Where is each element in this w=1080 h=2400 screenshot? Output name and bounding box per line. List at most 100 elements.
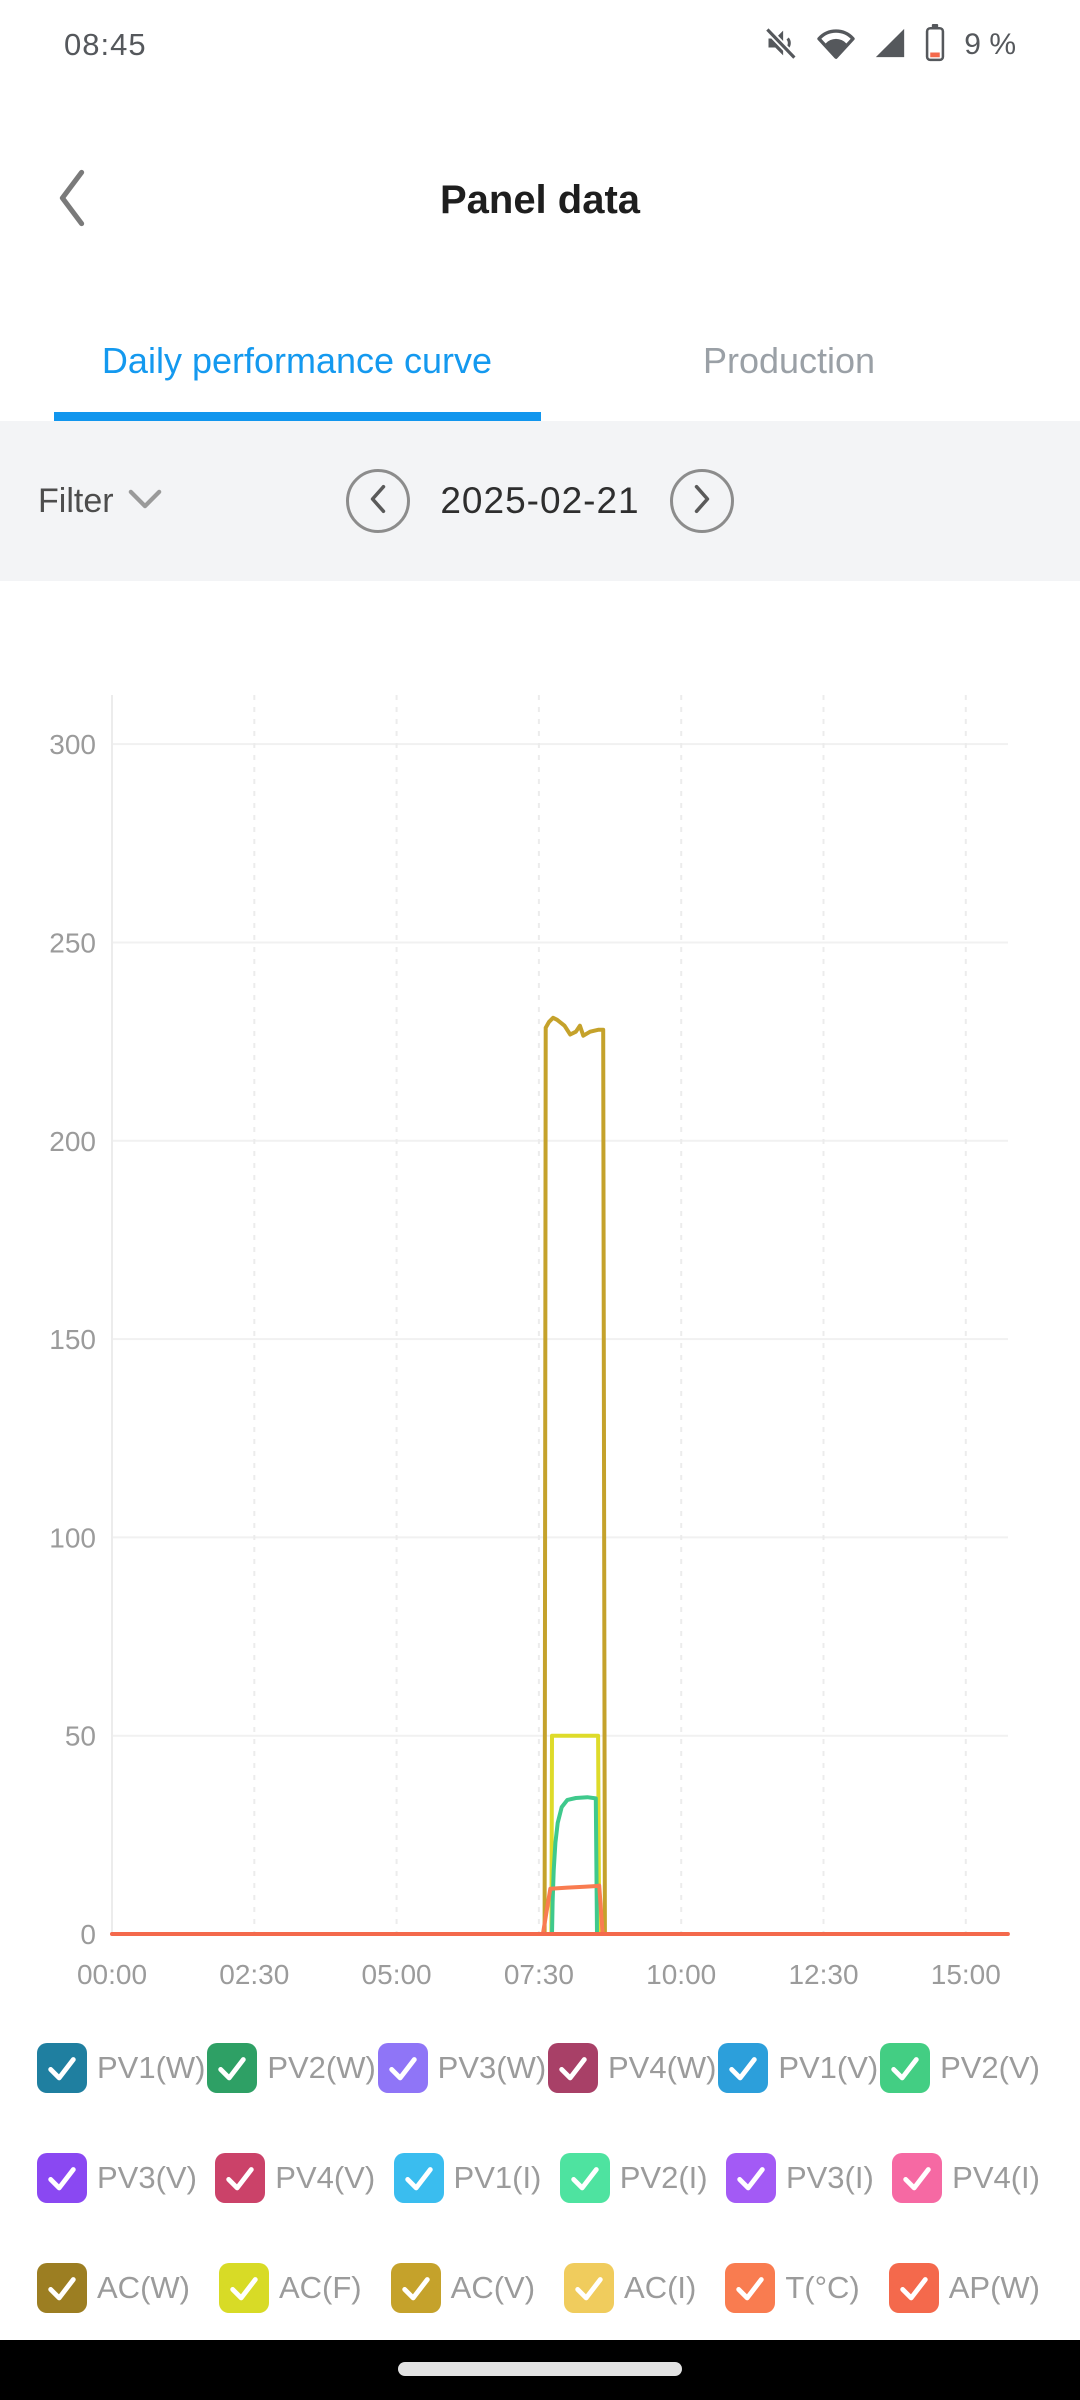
y-axis-tick: 100 <box>49 1522 96 1553</box>
filter-bar: Filter 2025-02-21 <box>0 421 1080 581</box>
legend-label: AC(W) <box>97 2270 190 2305</box>
next-day-button[interactable] <box>669 469 734 533</box>
series-legend: PV1(W) PV2(W) PV3(W) PV4(W) PV1(V) PV2(V) PV3(… <box>0 2030 1080 2373</box>
legend-label: PV4(W) <box>607 2050 717 2085</box>
y-axis-tick: 300 <box>49 729 96 760</box>
legend-toggle-AC(V)[interactable]: AC(V) <box>390 2263 536 2313</box>
checkbox-checked-icon <box>559 2153 610 2203</box>
x-axis-tick: 10:00 <box>646 1959 716 1990</box>
legend-toggle-PV1(W)[interactable]: PV1(W) <box>37 2043 206 2093</box>
legend-label: AC(F) <box>278 2270 362 2305</box>
legend-label: PV3(I) <box>785 2160 874 2195</box>
header: Panel data <box>0 140 1080 260</box>
chevron-right-circle-icon <box>692 484 712 519</box>
legend-label: PV2(V) <box>940 2050 1040 2085</box>
tab-daily-performance-curve[interactable]: Daily performance curve <box>101 339 493 381</box>
legend-label: PV1(I) <box>453 2160 542 2195</box>
y-axis-tick: 250 <box>49 927 96 958</box>
checkbox-checked-icon <box>207 2043 258 2093</box>
legend-toggle-PV4(V)[interactable]: PV4(V) <box>215 2153 375 2203</box>
legend-toggle-PV3(V)[interactable]: PV3(V) <box>37 2153 197 2203</box>
legend-label: AC(I) <box>624 2270 697 2305</box>
status-icons: 9 % <box>764 23 1016 67</box>
x-axis-tick: 12:30 <box>788 1959 858 1990</box>
active-tab-underline <box>54 412 541 421</box>
checkbox-checked-icon <box>390 2263 441 2313</box>
legend-toggle-AC(W)[interactable]: AC(W) <box>37 2263 190 2313</box>
checkbox-checked-icon <box>37 2043 87 2093</box>
legend-label: AP(W) <box>948 2270 1040 2305</box>
checkbox-checked-icon <box>377 2043 428 2093</box>
page-title: Panel data <box>439 177 641 222</box>
x-axis-tick: 07:30 <box>504 1959 574 1990</box>
checkbox-checked-icon <box>393 2153 444 2203</box>
checkbox-checked-icon <box>547 2043 598 2093</box>
legend-label: PV4(V) <box>275 2160 376 2195</box>
legend-label: AC(V) <box>450 2270 536 2305</box>
x-axis-tick: 00:00 <box>77 1959 147 1990</box>
battery-low-icon <box>924 23 946 67</box>
legend-toggle-AC(I)[interactable]: AC(I) <box>564 2263 696 2313</box>
checkbox-checked-icon <box>564 2263 615 2313</box>
checkbox-checked-icon <box>37 2153 87 2203</box>
legend-toggle-PV2(V)[interactable]: PV2(V) <box>880 2043 1040 2093</box>
filter-dropdown[interactable]: Filter <box>38 421 162 581</box>
checkbox-checked-icon <box>888 2263 939 2313</box>
checkbox-checked-icon <box>215 2153 266 2203</box>
legend-toggle-PV1(I)[interactable]: PV1(I) <box>393 2153 542 2203</box>
chart-plot: 0 50 100 150 200 250 300 00:00 02:30 05:00 07:30 10… <box>49 695 1010 1990</box>
series-line-PV2(V) <box>550 1795 599 1936</box>
legend-row: PV3(V) PV4(V) PV1(I) PV2(I) PV3(I) PV4(I) <box>37 2153 1040 2203</box>
battery-percent: 9 % <box>964 28 1016 61</box>
filter-label: Filter <box>38 481 114 520</box>
y-axis-tick: 150 <box>49 1324 96 1355</box>
legend-toggle-PV2(W)[interactable]: PV2(W) <box>207 2043 376 2093</box>
daily-performance-chart[interactable]: 0 50 100 150 200 250 300 00:00 02:30 05:00 07:30 10… <box>0 600 1080 2000</box>
legend-label: PV3(W) <box>437 2050 547 2085</box>
checkbox-checked-icon <box>880 2043 931 2093</box>
legend-label: PV1(V) <box>778 2050 879 2085</box>
checkbox-checked-icon <box>37 2263 87 2313</box>
legend-label: T(°C) <box>785 2270 860 2305</box>
legend-toggle-AC(F)[interactable]: AC(F) <box>218 2263 362 2313</box>
checkbox-checked-icon <box>892 2153 943 2203</box>
legend-toggle-PV1(V)[interactable]: PV1(V) <box>718 2043 878 2093</box>
legend-row: PV1(W) PV2(W) PV3(W) PV4(W) PV1(V) PV2(V) <box>37 2043 1040 2093</box>
legend-toggle-PV3(I)[interactable]: PV3(I) <box>725 2153 874 2203</box>
y-axis-tick: 50 <box>65 1721 96 1752</box>
legend-label: PV2(I) <box>619 2160 708 2195</box>
wifi-icon <box>816 26 856 65</box>
legend-label: PV2(W) <box>267 2050 376 2085</box>
series-line-AC(F) <box>549 1733 602 1936</box>
gesture-pill[interactable] <box>398 2362 682 2376</box>
prev-day-button[interactable] <box>346 469 411 533</box>
chevron-down-icon <box>128 488 162 515</box>
x-axis-tick: 15:00 <box>931 1959 1001 1990</box>
status-bar: 08:45 <box>0 0 1080 80</box>
date-navigator: 2025-02-21 <box>0 421 1080 581</box>
legend-toggle-T(°C)[interactable]: T(°C) <box>725 2263 860 2313</box>
x-axis-tick: 02:30 <box>219 1959 289 1990</box>
system-nav-bar <box>0 2340 1080 2400</box>
tab-production[interactable]: Production <box>702 339 876 381</box>
sound-muted-icon <box>764 25 800 66</box>
selected-date: 2025-02-21 <box>440 480 640 521</box>
legend-toggle-PV4(I)[interactable]: PV4(I) <box>892 2153 1040 2203</box>
back-button[interactable] <box>52 140 92 260</box>
legend-toggle-PV2(I)[interactable]: PV2(I) <box>559 2153 708 2203</box>
checkbox-checked-icon <box>718 2043 769 2093</box>
legend-toggle-PV3(W)[interactable]: PV3(W) <box>377 2043 547 2093</box>
legend-label: PV4(I) <box>952 2160 1040 2195</box>
series-line-AC(V) <box>542 1015 607 1936</box>
chevron-left-circle-icon <box>368 484 388 519</box>
back-chevron-icon <box>52 166 92 235</box>
legend-toggle-PV4(W)[interactable]: PV4(W) <box>547 2043 717 2093</box>
checkbox-checked-icon <box>725 2263 776 2313</box>
series-line-T(°C) <box>540 1883 605 1936</box>
status-time: 08:45 <box>64 27 147 62</box>
legend-toggle-AP(W)[interactable]: AP(W) <box>888 2263 1040 2313</box>
y-axis-tick: 200 <box>49 1126 96 1157</box>
checkbox-checked-icon <box>218 2263 269 2313</box>
y-axis-tick: 0 <box>80 1919 96 1950</box>
